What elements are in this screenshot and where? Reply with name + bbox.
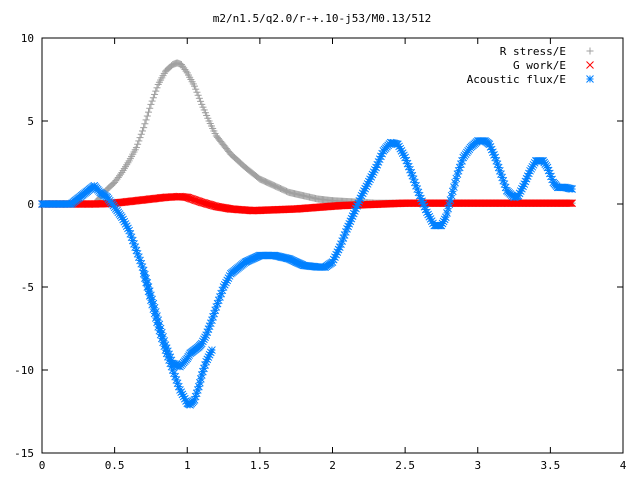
x-tick-label: 2.5 bbox=[395, 459, 415, 472]
data-point bbox=[141, 120, 149, 128]
data-point bbox=[208, 346, 216, 354]
data-point bbox=[195, 94, 203, 102]
legend-marker bbox=[586, 47, 594, 55]
data-point bbox=[146, 104, 154, 112]
data-point bbox=[140, 124, 148, 132]
data-point bbox=[150, 309, 159, 318]
x-tick-label: 1 bbox=[184, 459, 191, 472]
data-point bbox=[568, 185, 577, 193]
data-point bbox=[194, 91, 202, 99]
x-tick-label: 2 bbox=[329, 459, 336, 472]
series-acoustic-flux-e bbox=[38, 137, 577, 371]
data-point bbox=[182, 67, 190, 75]
data-point bbox=[142, 278, 150, 287]
data-point bbox=[564, 199, 573, 208]
data-point bbox=[134, 140, 142, 148]
data-point bbox=[179, 392, 188, 401]
data-point bbox=[152, 87, 160, 95]
x-tick-label: 3.5 bbox=[540, 459, 560, 472]
data-point bbox=[142, 116, 150, 124]
data-point bbox=[197, 97, 205, 105]
data-point bbox=[121, 220, 130, 228]
data-point bbox=[448, 187, 457, 196]
data-point bbox=[139, 269, 148, 278]
x-tick-label: 0 bbox=[39, 459, 46, 472]
data-point bbox=[452, 174, 461, 183]
data-point bbox=[145, 108, 153, 116]
data-point bbox=[135, 137, 143, 145]
series-series-3 bbox=[139, 269, 216, 409]
data-point bbox=[141, 274, 149, 283]
y-tick-label: -15 bbox=[14, 447, 34, 460]
y-tick-label: 5 bbox=[27, 115, 34, 128]
x-tick-label: 0.5 bbox=[105, 459, 125, 472]
legend-label: G work/E bbox=[513, 59, 566, 72]
x-tick-label: 4 bbox=[620, 459, 627, 472]
series-layer bbox=[38, 59, 577, 409]
data-point bbox=[450, 183, 458, 191]
data-point bbox=[192, 85, 200, 93]
data-point bbox=[443, 209, 451, 217]
data-point bbox=[153, 318, 161, 327]
y-tick-label: -10 bbox=[14, 364, 34, 377]
data-point bbox=[151, 90, 159, 98]
legend-label: R stress/E bbox=[500, 45, 566, 58]
legend-marker bbox=[586, 75, 594, 83]
x-tick-label: 3 bbox=[474, 459, 481, 472]
data-point bbox=[447, 191, 456, 200]
data-point bbox=[117, 170, 125, 178]
data-point bbox=[137, 130, 145, 138]
data-point bbox=[153, 84, 161, 92]
data-point bbox=[191, 82, 199, 90]
legend-label: Acoustic flux/E bbox=[467, 73, 566, 86]
data-point bbox=[446, 196, 455, 204]
data-point bbox=[566, 199, 574, 208]
data-point bbox=[444, 204, 452, 213]
y-tick-label: -5 bbox=[21, 281, 34, 294]
plot-frame bbox=[41, 37, 624, 454]
data-point bbox=[145, 291, 154, 300]
chart-title: m2/n1.5/q2.0/r-+.10-j53/M0.13/512 bbox=[213, 12, 432, 25]
data-point bbox=[147, 296, 155, 305]
data-point bbox=[193, 88, 201, 96]
data-point bbox=[132, 144, 140, 152]
data-point bbox=[441, 213, 450, 222]
y-tick-label: 0 bbox=[27, 198, 34, 211]
legend-marker bbox=[586, 61, 594, 69]
data-point bbox=[144, 287, 153, 296]
data-point bbox=[136, 134, 144, 142]
x-tick-label: 1.5 bbox=[250, 459, 270, 472]
data-point bbox=[143, 112, 151, 120]
data-point bbox=[147, 100, 155, 108]
data-point bbox=[149, 305, 158, 313]
data-point bbox=[149, 94, 157, 102]
y-tick-label: 10 bbox=[21, 32, 34, 45]
data-point bbox=[148, 300, 157, 309]
data-point bbox=[445, 200, 454, 209]
data-point bbox=[138, 127, 146, 135]
data-point bbox=[143, 283, 152, 291]
data-point bbox=[567, 199, 575, 208]
axis-ticks: 0 0.5 1 1.5 2 2.5 3 3.5 4 -15 -10 -5 0 5 10 bbox=[14, 32, 627, 472]
data-point bbox=[568, 199, 577, 208]
data-point bbox=[451, 178, 459, 187]
data-point bbox=[148, 97, 156, 105]
data-point bbox=[222, 278, 230, 287]
data-point bbox=[151, 314, 160, 322]
